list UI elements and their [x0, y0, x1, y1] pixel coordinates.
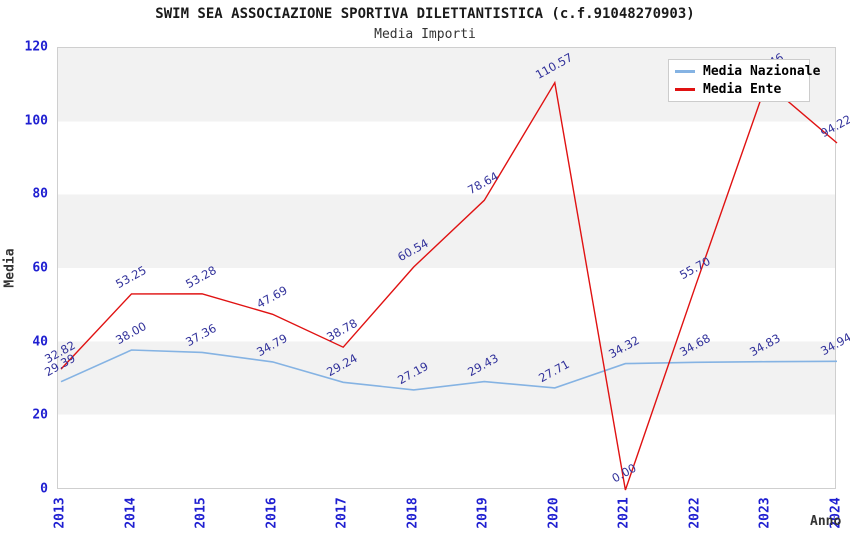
y-axis-label: Media — [2, 248, 18, 288]
y-tick-40: 40 — [32, 334, 48, 350]
media-ente-swatch-icon — [675, 87, 695, 91]
y-tick-120: 120 — [24, 39, 48, 55]
plot-area — [57, 47, 838, 491]
x-tick-2015: 2015 — [193, 497, 209, 529]
chart-subtitle: Media Importi — [374, 27, 476, 42]
x-tick-2022: 2022 — [687, 497, 703, 529]
x-tick-2014: 2014 — [123, 497, 139, 529]
legend-label-media-ente: Media Ente — [703, 81, 782, 97]
chart-title: SWIM SEA ASSOCIAZIONE SPORTIVA DILETTANT… — [155, 6, 695, 22]
x-tick-2016: 2016 — [264, 497, 280, 529]
series-lines — [60, 80, 838, 491]
x-tick-2020: 2020 — [546, 497, 562, 529]
media-nazionale-line — [60, 349, 838, 391]
y-tick-100: 100 — [24, 113, 48, 129]
y-tick-80: 80 — [32, 186, 48, 202]
y-tick-60: 60 — [32, 260, 48, 276]
media-nazionale-swatch-icon — [675, 70, 695, 74]
legend-label-media-nazionale: Media Nazionale — [703, 64, 821, 80]
legend-item-media-nazionale: Media Nazionale — [675, 64, 820, 79]
y-tick-20: 20 — [32, 407, 48, 423]
x-tick-2017: 2017 — [334, 497, 350, 529]
legend: Media Nazionale Media Ente — [668, 59, 820, 102]
x-tick-2021: 2021 — [616, 497, 632, 529]
x-tick-2013: 2013 — [52, 497, 68, 529]
y-tick-0: 0 — [40, 481, 48, 497]
x-tick-2023: 2023 — [757, 497, 773, 529]
media-ente-line — [60, 80, 838, 491]
x-axis-label: Anno — [810, 514, 842, 529]
x-tick-2019: 2019 — [475, 497, 491, 529]
x-tick-2018: 2018 — [405, 497, 421, 529]
legend-item-media-ente: Media Ente — [675, 82, 803, 97]
